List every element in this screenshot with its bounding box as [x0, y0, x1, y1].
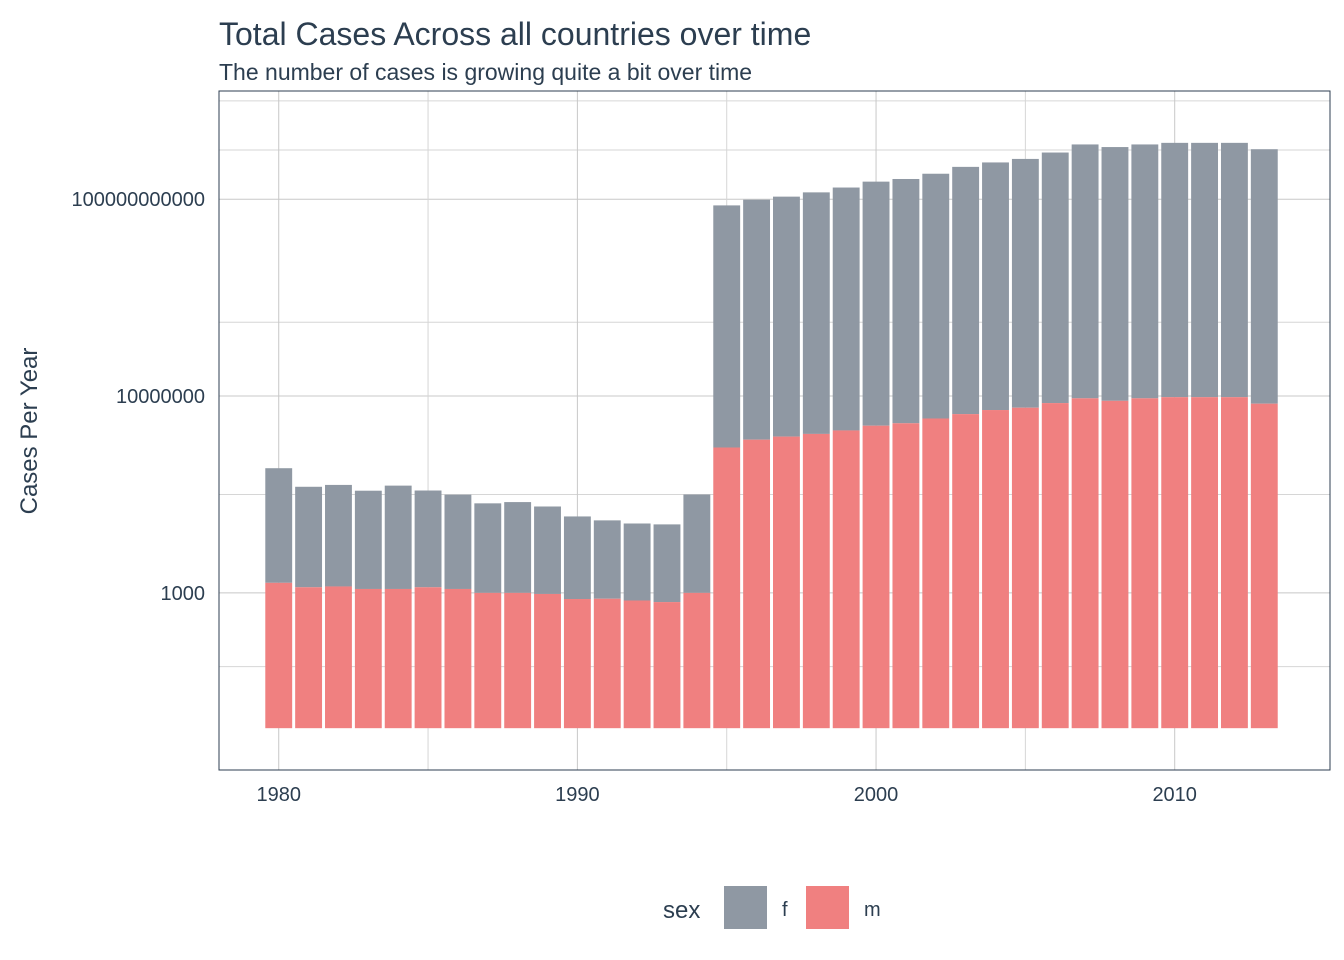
bar-m-1984: [384, 588, 412, 729]
x-tick-label: 1990: [555, 784, 600, 806]
bar-m-1990: [563, 599, 591, 729]
bar-f-1989: [534, 506, 561, 594]
bar-m-1994: [683, 592, 711, 729]
bar-m-2001: [892, 423, 920, 729]
bar-f-1983: [354, 490, 382, 589]
bar-f-1981: [295, 486, 323, 588]
bar-f-2001: [892, 178, 920, 424]
bar-m-1989: [534, 593, 561, 729]
bar-m-1999: [832, 430, 860, 729]
bar-f-1996: [743, 199, 771, 440]
bar-m-2000: [862, 425, 890, 729]
bar-f-1988: [504, 502, 532, 593]
bar-m-2003: [952, 414, 980, 729]
bar-f-1991: [593, 520, 621, 599]
bar-m-2010: [1161, 397, 1189, 729]
bars: [265, 142, 1278, 729]
bar-f-1992: [623, 523, 651, 601]
bar-f-2008: [1101, 147, 1129, 401]
bar-m-1986: [444, 588, 472, 729]
y-tick-label: 1000: [161, 583, 206, 605]
bar-f-2000: [862, 181, 890, 426]
x-tick-label: 1980: [256, 784, 301, 806]
bar-f-1982: [325, 484, 352, 587]
bar-m-2002: [922, 418, 950, 729]
legend-label-f: f: [782, 899, 788, 921]
bar-f-1994: [683, 494, 711, 593]
x-tick-label: 2000: [854, 784, 899, 806]
bar-m-1995: [713, 447, 741, 729]
bar-f-2005: [1011, 158, 1039, 408]
bar-m-1991: [593, 598, 621, 729]
bar-f-1993: [653, 524, 681, 603]
bar-m-2004: [982, 410, 1009, 729]
x-tick-label: 2010: [1152, 784, 1197, 806]
bar-m-1997: [773, 436, 800, 729]
bar-f-2009: [1131, 144, 1159, 399]
bar-m-2013: [1250, 403, 1278, 729]
bar-m-2008: [1101, 400, 1129, 729]
bar-m-1988: [504, 592, 532, 729]
bar-m-1996: [743, 439, 771, 729]
bar-m-1987: [474, 592, 502, 729]
legend-label-m: m: [864, 899, 881, 921]
bar-f-1980: [265, 468, 293, 583]
bar-f-1986: [444, 494, 472, 589]
chart-subtitle: The number of cases is growing quite a b…: [219, 59, 752, 85]
y-tick-label: 10000000: [116, 386, 205, 408]
bar-f-1984: [384, 485, 412, 589]
panel-border: [218, 90, 1331, 771]
bar-f-1995: [713, 205, 741, 448]
legend-swatch-f: [724, 886, 767, 929]
bar-f-1999: [832, 187, 860, 431]
y-tick-label: 100000000000: [72, 189, 205, 211]
bar-m-1982: [325, 586, 352, 729]
legend: sex f m: [663, 886, 881, 929]
bar-f-1987: [474, 503, 502, 593]
bar-m-2006: [1041, 403, 1069, 729]
bar-m-2005: [1011, 407, 1039, 729]
bar-m-2011: [1191, 397, 1219, 729]
bar-m-1983: [354, 588, 382, 729]
bar-m-1981: [295, 587, 323, 729]
bar-m-1993: [653, 602, 681, 729]
bar-f-2002: [922, 173, 950, 419]
bar-f-2011: [1191, 142, 1219, 398]
bar-m-2012: [1220, 397, 1248, 729]
bar-f-1990: [563, 516, 591, 600]
bar-f-2012: [1220, 142, 1248, 398]
legend-title: sex: [663, 897, 700, 924]
bar-f-2007: [1071, 144, 1099, 399]
bar-f-2003: [952, 166, 980, 415]
bar-m-2007: [1071, 398, 1099, 729]
y-axis-ticks: 1000 10000000 100000000000: [72, 189, 205, 605]
bar-f-1985: [414, 490, 442, 588]
bar-f-2004: [982, 162, 1009, 411]
bar-f-2010: [1161, 142, 1189, 398]
legend-swatch-m: [806, 886, 849, 929]
bar-f-2013: [1250, 149, 1278, 404]
bar-m-1998: [802, 433, 830, 729]
bar-f-2006: [1041, 152, 1069, 404]
chart-title: Total Cases Across all countries over ti…: [219, 16, 811, 52]
bar-m-2009: [1131, 398, 1159, 729]
bar-m-1980: [265, 582, 293, 729]
y-axis-title: Cases Per Year: [16, 348, 43, 515]
bar-m-1992: [623, 600, 651, 729]
x-axis-ticks: 1980 1990 2000 2010: [256, 784, 1196, 806]
bar-m-1985: [414, 587, 442, 729]
bar-f-1998: [802, 192, 830, 434]
bar-f-1997: [773, 196, 800, 437]
